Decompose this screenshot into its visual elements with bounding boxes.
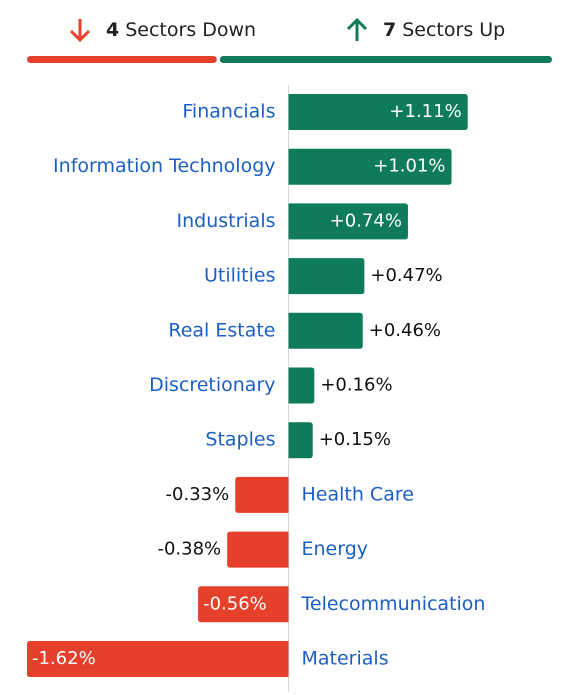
bar bbox=[288, 148, 452, 185]
up-share-bar bbox=[219, 56, 552, 63]
down-share-bar bbox=[27, 56, 217, 63]
bar bbox=[288, 258, 365, 295]
down-summary: 4 Sectors Down bbox=[106, 19, 256, 41]
down-label: Sectors Down bbox=[125, 19, 256, 41]
category-label: Real Estate bbox=[168, 319, 275, 341]
category-label: Telecommunication bbox=[301, 593, 486, 615]
value-label: +1.11% bbox=[389, 101, 461, 122]
value-label: +0.15% bbox=[319, 429, 391, 450]
category-label: Energy bbox=[302, 538, 369, 560]
value-label: +1.01% bbox=[373, 156, 445, 177]
category-label: Health Care bbox=[302, 483, 414, 505]
bar bbox=[288, 422, 313, 459]
value-label: +0.16% bbox=[320, 375, 392, 396]
value-label: -0.56% bbox=[203, 593, 267, 614]
category-label: Staples bbox=[205, 429, 275, 451]
category-label: Utilities bbox=[204, 265, 276, 287]
bar bbox=[235, 476, 289, 513]
bar bbox=[288, 203, 408, 240]
up-arrow bbox=[346, 17, 368, 41]
value-label: +0.47% bbox=[370, 265, 442, 286]
value-label: +0.74% bbox=[330, 210, 402, 231]
category-label: Financials bbox=[182, 101, 275, 123]
up-count: 7 bbox=[383, 19, 396, 41]
bar bbox=[227, 531, 289, 568]
value-label: -1.62% bbox=[32, 648, 96, 669]
value-label: +0.46% bbox=[369, 320, 441, 341]
down-arrow bbox=[69, 19, 91, 43]
down-count: 4 bbox=[106, 19, 119, 41]
up-label: Sectors Up bbox=[402, 19, 505, 41]
category-label: Industrials bbox=[176, 210, 275, 232]
value-label: -0.38% bbox=[157, 539, 221, 560]
bar bbox=[288, 94, 468, 130]
category-label: Information Technology bbox=[53, 155, 275, 177]
value-label: -0.33% bbox=[166, 484, 230, 505]
category-label: Discretionary bbox=[149, 374, 275, 396]
bar bbox=[198, 586, 289, 623]
bar bbox=[27, 641, 289, 677]
up-summary: 7 Sectors Up bbox=[383, 19, 505, 41]
bar bbox=[288, 312, 363, 349]
category-label: Materials bbox=[302, 648, 389, 670]
bar bbox=[288, 367, 315, 404]
